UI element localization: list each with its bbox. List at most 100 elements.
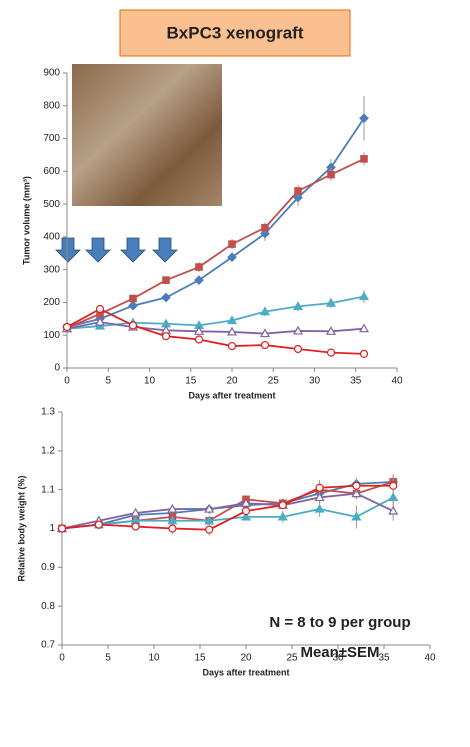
marker	[193, 326, 205, 335]
marker	[194, 335, 204, 344]
x-tick-label: 40	[391, 376, 403, 387]
marker	[315, 483, 324, 492]
series-line	[66, 158, 365, 329]
marker	[260, 340, 270, 350]
histology-inset	[72, 64, 222, 206]
marker	[228, 240, 236, 248]
series-line	[61, 481, 394, 530]
x-tick-label: 20	[226, 376, 238, 387]
series-line	[61, 492, 394, 530]
x-tick-label: 35	[350, 376, 362, 387]
y-tick-label: 500	[43, 199, 60, 210]
figure-title: BxPC3 xenograft	[167, 23, 304, 42]
x-tick-label: 0	[59, 653, 65, 664]
y-tick-label: 800	[43, 100, 60, 111]
marker	[388, 492, 399, 502]
y-tick-label: 0.9	[41, 562, 55, 573]
marker	[161, 332, 171, 341]
marker	[194, 275, 204, 286]
marker	[277, 511, 288, 521]
marker	[62, 322, 72, 332]
y-axis-label: Relative body weight (%)	[16, 475, 26, 581]
marker	[358, 323, 370, 333]
marker	[314, 503, 325, 513]
y-tick-label: 400	[43, 232, 60, 243]
x-tick-label: 30	[309, 376, 321, 387]
x-tick-label: 10	[148, 653, 160, 664]
series-line	[66, 307, 365, 355]
marker	[94, 520, 103, 529]
x-tick-label: 0	[64, 376, 70, 387]
x-tick-label: 25	[286, 653, 298, 664]
marker	[129, 294, 137, 303]
marker	[241, 506, 251, 516]
marker	[325, 297, 337, 307]
y-tick-label: 1.3	[41, 407, 55, 418]
marker	[314, 492, 325, 502]
marker	[161, 292, 171, 303]
x-tick-label: 20	[240, 653, 252, 664]
x-tick-label: 35	[378, 653, 390, 664]
y-tick-label: 300	[43, 264, 60, 275]
marker	[226, 315, 238, 325]
y-tick-label: 100	[43, 330, 60, 341]
marker	[226, 326, 238, 336]
series-line	[61, 496, 394, 530]
marker	[204, 515, 215, 525]
marker	[358, 291, 370, 301]
y-tick-label: 0.8	[41, 601, 55, 612]
marker	[227, 341, 237, 351]
x-tick-label: 5	[105, 376, 111, 387]
marker	[389, 481, 398, 490]
title-box	[119, 9, 351, 57]
marker	[360, 155, 368, 163]
marker	[204, 503, 215, 513]
marker	[259, 328, 271, 338]
marker	[359, 113, 369, 124]
marker	[95, 304, 105, 314]
x-tick-label: 30	[332, 653, 344, 664]
marker	[326, 348, 336, 357]
marker	[167, 503, 178, 513]
x-tick-label: 15	[194, 653, 206, 664]
series-line	[66, 321, 365, 335]
marker	[293, 344, 303, 354]
marker	[240, 498, 252, 507]
x-tick-label: 15	[185, 376, 197, 387]
y-tick-label: 600	[43, 166, 60, 177]
marker	[292, 325, 304, 335]
marker	[162, 276, 170, 284]
y-tick-label: 1	[49, 523, 55, 534]
marker	[293, 192, 303, 203]
y-tick-label: 1.2	[41, 445, 55, 456]
y-tick-label: 1.1	[41, 484, 55, 495]
marker	[259, 306, 271, 316]
marker	[130, 507, 141, 517]
series-line	[61, 484, 394, 531]
marker	[128, 300, 138, 311]
marker	[292, 301, 304, 310]
marker	[128, 321, 138, 330]
marker	[352, 481, 361, 490]
marker	[388, 505, 399, 515]
x-tick-label: 25	[268, 376, 280, 387]
marker	[261, 223, 269, 232]
marker	[168, 524, 177, 533]
annotation: N = 8 to 9 per group	[269, 614, 410, 631]
annotation: Mean±SEM	[300, 644, 379, 661]
marker	[351, 511, 362, 521]
x-tick-label: 5	[105, 653, 111, 664]
y-tick-label: 200	[43, 297, 60, 308]
y-tick-label: 0.7	[41, 640, 55, 651]
x-axis-label: Days after treatment	[188, 390, 275, 400]
marker	[195, 263, 203, 271]
x-axis-label: Days after treatment	[202, 667, 289, 677]
arrow	[85, 237, 111, 263]
marker	[205, 525, 214, 534]
arrow	[152, 237, 178, 263]
marker	[240, 511, 252, 521]
arrow	[55, 237, 81, 263]
y-axis-label: Tumor volume (mm³)	[21, 176, 31, 265]
marker	[227, 252, 237, 263]
